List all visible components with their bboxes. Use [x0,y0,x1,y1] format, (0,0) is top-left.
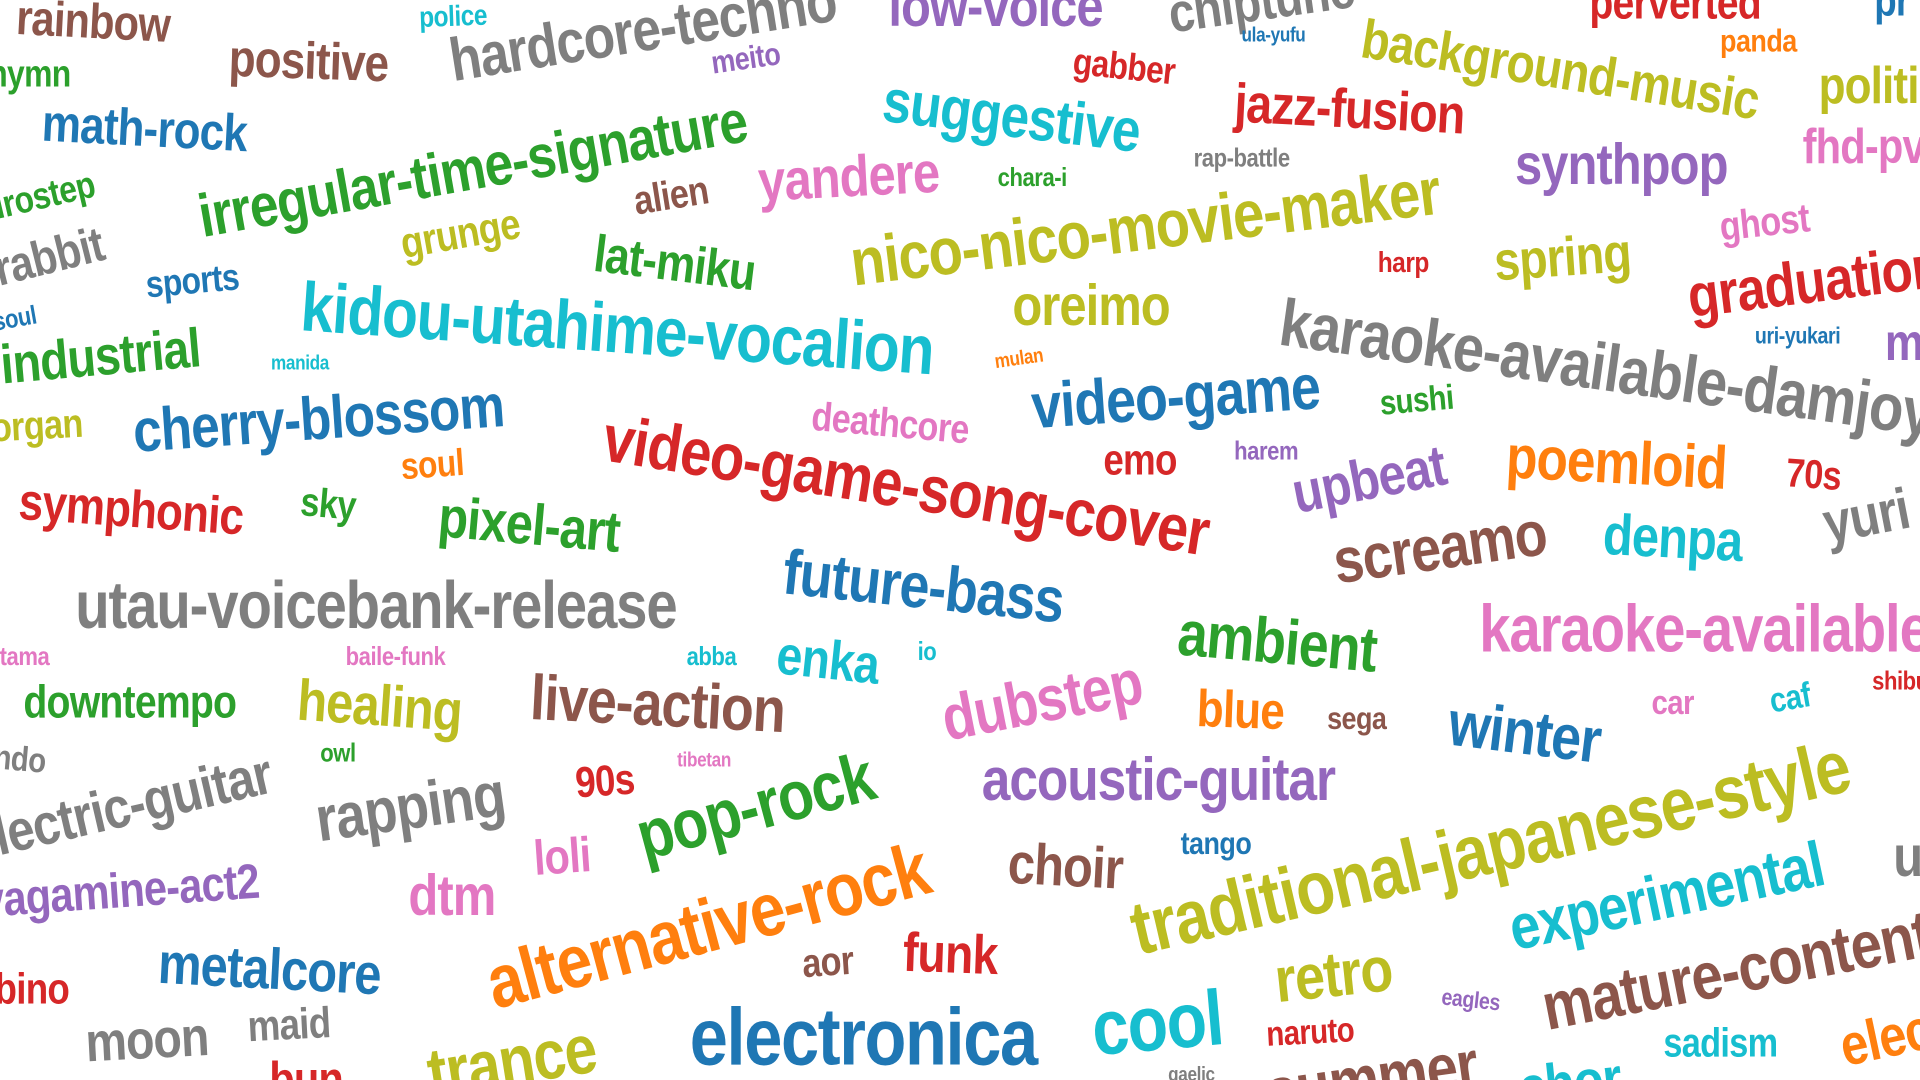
tag-sega: sega [1327,699,1387,737]
tag-uri-yukari: uri-yukari [1754,324,1841,350]
tag-car: car [1651,683,1694,723]
tag-funk: funk [901,923,999,988]
tag-sports: sports [143,254,241,307]
tag-pixel-art: pixel-art [435,485,623,565]
tag-politi: politi [1818,55,1920,115]
tag-meito: meito [708,35,783,81]
tag-fhd-pv: fhd-pv [1802,119,1920,175]
tag-pr: pr [1874,0,1910,26]
tag-chara-i: chara-i [997,163,1068,193]
tag-emo: emo [1103,437,1177,485]
tag-poemloid: poemloid [1504,422,1729,502]
tag-positive: positive [227,28,390,93]
tag-denpa: denpa [1601,503,1744,575]
tag-harem: harem [1234,436,1299,466]
tag-soul: soul [399,440,466,488]
tag-spring: spring [1492,223,1633,294]
tag-dubstep: dubstep [936,646,1148,755]
tag-lat-miku: lat-miku [590,223,759,302]
tag-winter: winter [1444,688,1605,778]
tag-m: m [1884,312,1920,372]
tag-blue: blue [1195,678,1285,741]
tag-symphonic: symphonic [16,471,246,547]
tag-perverted: perverted [1589,0,1761,29]
tag-rap-battle: rap-battle [1193,143,1290,173]
tag-screamo: screamo [1328,497,1551,598]
tag-ambient: ambient [1174,598,1380,687]
tag-bino: bino [0,966,70,1014]
tag-gaelic: gaelic [1168,1062,1215,1080]
tag-mulan: mulan [993,342,1045,373]
tag-ghost: ghost [1717,195,1812,250]
tag-hymn: hymn [0,51,71,96]
tag-shibu: shibu [1872,666,1920,696]
tag-ula-yufu: ula-yufu [1241,22,1306,46]
tag-aor: aor [800,937,855,986]
tag-ndo: ndo [0,737,48,782]
tag-future-bass: future-bass [779,537,1068,637]
tag-electronica: electronica [689,990,1038,1080]
tag-drostep: drostep [0,162,99,230]
tag-live-action: live-action [528,662,787,747]
tag-eagles: eagles [1440,985,1502,1017]
tag-rainbow: rainbow [14,0,172,54]
tag-baile-funk: baile-funk [345,641,446,671]
tag-loli: loli [531,827,593,887]
tag-jazz-fusion: jazz-fusion [1232,73,1466,147]
tag-io: io [917,636,937,666]
tag-retro: retro [1271,933,1396,1017]
tag-oreimo: oreimo [1012,274,1170,338]
tag-gabber: gabber [1070,39,1178,94]
tag-panda: panda [1720,22,1797,59]
tag-caf: caf [1766,675,1814,722]
tag-low-voice: low-voice [888,0,1103,40]
tag-sushi: sushi [1378,378,1456,424]
tag-dtm: dtm [408,864,496,929]
tag-alien: alien [630,167,712,224]
tag-u: u [1893,825,1920,889]
tag-video-game: video-game [1029,351,1322,443]
tag-bun: bun [269,1055,344,1080]
tag-choir: choir [1006,832,1125,902]
tag-organ: organ [0,400,84,451]
tag-owl: owl [320,738,356,768]
tag-soul-small: soul [0,300,39,337]
tag-rabbit: rabbit [0,217,110,298]
tag-abba: abba [686,641,737,671]
tag-math-rock: math-rock [40,92,249,163]
tag-downtempo: downtempo [23,675,237,728]
tag-industrial: industrial [0,318,203,397]
tag-metalcore: metalcore [156,932,383,1008]
tag-grunge: grunge [397,200,524,269]
tag-kidou-utahime-vocalion: kidou-utahime-vocalion [298,269,936,391]
tag-sadism: sadism [1663,1020,1778,1065]
tag-harp: harp [1377,247,1430,280]
tag-moon: moon [83,1007,210,1075]
tag-maid: maid [246,999,332,1052]
tag-90s: 90s [573,755,636,808]
tag-enka: enka [773,625,882,697]
tag-karaoke-available: karaoke-available [1479,590,1920,666]
tag-acoustic-guitar: acoustic-guitar [981,745,1336,814]
tag-cool: cool [1088,974,1227,1073]
tag-yuri: yuri [1817,477,1915,557]
tag-vagamine-act2: vagamine-act2 [0,854,261,929]
tag-synthpop: synthpop [1514,133,1729,198]
tag-tama: tama [0,641,50,671]
tag-yandere: yandere [756,141,941,215]
tag-manida: manida [271,350,329,375]
tag-upbeat: upbeat [1287,434,1451,526]
tag-elec: elec [1834,997,1920,1079]
tag-sky: sky [298,479,358,529]
tag-trance: trance [422,1011,602,1080]
tag-tango: tango [1180,824,1252,862]
tag-hardcore-techno: hardcore-techno [444,0,841,94]
tag-rapping: rapping [311,759,510,856]
tag-utau-voicebank-release: utau-voicebank-release [75,567,677,643]
tag-healing: healing [295,669,464,744]
tag-chor: chor [1516,1047,1624,1080]
tag-tibetan: tibetan [677,747,731,771]
